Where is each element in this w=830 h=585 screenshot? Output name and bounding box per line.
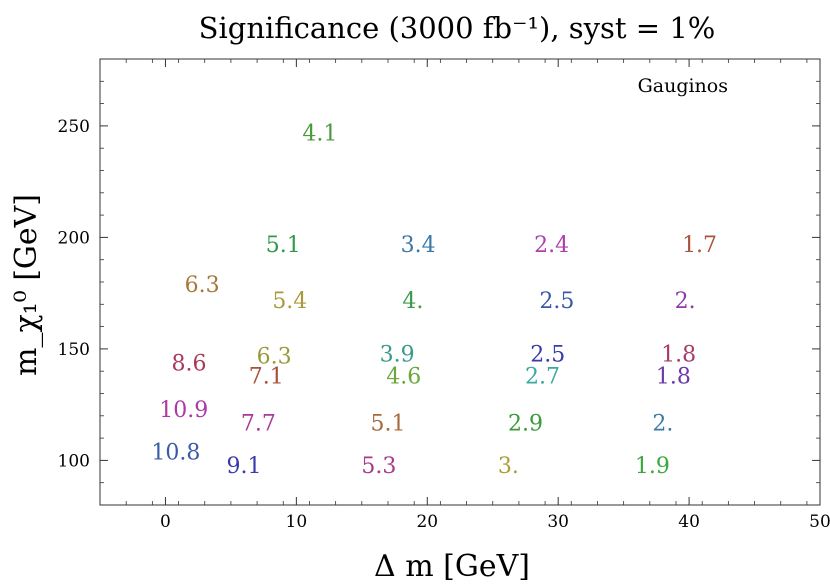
annotation-gauginos: Gauginos (638, 75, 728, 97)
x-axis-label: Δ m [GeV] (374, 549, 530, 584)
x-tick-label: 0 (160, 512, 171, 532)
data-point-label: 4. (402, 289, 423, 314)
data-point-label: 2.9 (508, 411, 543, 436)
y-axis-label-text: m_χ₁⁰ [GeV] (9, 194, 44, 376)
data-point-label: 9.1 (227, 454, 262, 479)
data-labels: 4.15.1 3.4 2.4 1.76.35.4 4. 2.5 2.8.6 6.37.13.9… (151, 122, 717, 479)
data-point-label: 2. (675, 289, 696, 314)
data-point-label: 1.8 (656, 365, 691, 390)
data-point-label: 8.6 (172, 351, 207, 376)
data-point-label: 7.1 (249, 365, 284, 390)
data-point-label: 4.1 (302, 122, 337, 147)
y-tick-label: 250 (58, 117, 90, 137)
y-tick-label: 150 (58, 340, 90, 360)
chart-title: Significance (3000 fb⁻¹), syst = 1% (199, 11, 716, 45)
minor-ticks (99, 58, 820, 506)
data-point-label: 6.3 (257, 345, 292, 370)
data-point-label: 5.4 (272, 289, 307, 314)
data-point-label: 1.7 (682, 233, 717, 258)
data-point-label: 5.1 (371, 411, 406, 436)
data-point-label: 2.5 (530, 342, 565, 367)
data-point-label: 5.3 (361, 454, 396, 479)
data-point-label: 5.1 (266, 233, 301, 258)
y-tick-label: 200 (58, 228, 90, 248)
data-point-label: 2.7 (525, 365, 560, 390)
data-point-label: 1.9 (635, 454, 670, 479)
x-tick-label: 10 (286, 512, 308, 532)
data-point-label: 1.8 (661, 342, 696, 367)
y-tick-label: 100 (58, 451, 90, 471)
x-axis-ticks: 0 10 20 30 40 50 (160, 59, 830, 532)
data-point-label: 7.7 (241, 411, 276, 436)
data-point-label: 3.9 (380, 342, 415, 367)
x-tick-label: 40 (678, 512, 700, 532)
y-axis-ticks: 100 150 200 250 (58, 117, 820, 471)
data-point-label: 10.8 (151, 440, 200, 465)
data-point-label: 4.6 (386, 365, 421, 390)
data-point-label: 3. (498, 454, 519, 479)
x-tick-label: 50 (809, 512, 830, 532)
y-axis-label: m_χ₁⁰ [GeV] (9, 194, 44, 376)
data-point-label: 10.9 (159, 398, 208, 423)
data-point-label: 2. (652, 411, 673, 436)
x-tick-label: 20 (416, 512, 438, 532)
data-point-label: 6.3 (185, 273, 220, 298)
data-point-label: 2.4 (534, 233, 569, 258)
x-tick-label: 30 (547, 512, 569, 532)
data-point-label: 2.5 (539, 289, 574, 314)
data-point-label: 3.4 (401, 233, 436, 258)
